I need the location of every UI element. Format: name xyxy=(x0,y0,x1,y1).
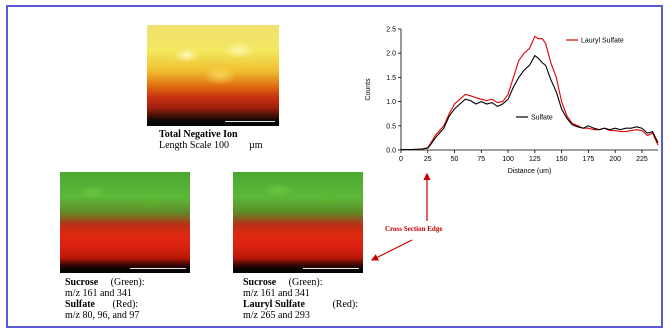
right-line4: m/z 265 and 293 xyxy=(243,310,310,321)
x-axis-label: Distance (um) xyxy=(508,168,552,175)
x-tick-label: 175 xyxy=(583,156,595,163)
x-tick-label: 200 xyxy=(609,156,621,163)
top-image-caption: Total Negative Ion Length Scale 100 µm xyxy=(159,129,263,151)
right-line3-name: Lauryl Sulfate xyxy=(243,299,305,310)
x-tick-label: 25 xyxy=(424,156,432,163)
sucrose-lauryl-sulfate-image xyxy=(233,172,363,273)
right-image-caption: Sucrose (Green): m/z 161 and 341 Lauryl … xyxy=(243,277,358,321)
chart-series xyxy=(401,35,659,151)
caption-title: Total Negative Ion xyxy=(159,129,238,140)
right-line3-color: (Red): xyxy=(332,299,358,310)
y-axis-label: Counts xyxy=(365,78,372,101)
left-line3-name: Sulfate xyxy=(65,299,95,310)
right-line1-color: (Green): xyxy=(288,277,323,288)
left-line1-name: Sucrose xyxy=(65,277,99,288)
left-line4: m/z 80, 96, and 97 xyxy=(65,310,140,321)
y-tick-label: 0.5 xyxy=(386,123,396,130)
x-tick-label: 50 xyxy=(451,156,459,163)
left-line1-color: (Green): xyxy=(110,277,145,288)
sucrose-sulfate-image xyxy=(60,172,190,273)
y-tick-label: 1.5 xyxy=(386,75,396,82)
y-tick-label: 1.0 xyxy=(386,99,396,106)
y-tick-label: 2.0 xyxy=(386,51,396,58)
x-tick-label: 100 xyxy=(502,156,514,163)
x-tick-label: 0 xyxy=(399,156,403,163)
left-image-caption: Sucrose (Green): m/z 161 and 341 Sulfate… xyxy=(65,277,145,321)
left-line3-color: (Red): xyxy=(112,299,139,310)
series-line-sulfate xyxy=(401,54,659,151)
slide-frame xyxy=(6,5,663,328)
total-negative-ion-image xyxy=(147,25,279,126)
chart-axes: 0.0 0.5 1.0 1.5 2.0 2.5 0 25 50 75 100 125 150 175 200… xyxy=(365,27,658,175)
line-chart: 0.0 0.5 1.0 1.5 2.0 2.5 0 25 50 75 100 125 150 175 200… xyxy=(365,27,659,175)
x-tick-label: 125 xyxy=(529,156,541,163)
scale-bar xyxy=(130,268,186,269)
x-tick-label: 150 xyxy=(556,156,568,163)
y-tick-label: 2.5 xyxy=(386,27,396,34)
y-tick-label: 0.0 xyxy=(386,148,396,155)
legend-label-lauryl-sulfate: Lauryl Sulfate xyxy=(581,38,624,45)
series-line-lauryl-sulfate xyxy=(401,35,659,151)
scale-bar xyxy=(225,121,275,122)
x-tick-label: 225 xyxy=(636,156,648,163)
scale-bar xyxy=(303,268,359,269)
legend-label-sulfate: Sulfate xyxy=(531,115,553,122)
caption-scale-unit: µm xyxy=(248,140,263,151)
right-line2: m/z 161 and 341 xyxy=(243,288,310,299)
cross-section-edge-label: Cross Section Edge xyxy=(385,225,443,233)
right-line1-name: Sucrose xyxy=(243,277,277,288)
x-tick-label: 75 xyxy=(477,156,485,163)
caption-scale: Length Scale 100 xyxy=(159,140,229,151)
left-line2: m/z 161 and 341 xyxy=(65,288,132,299)
chart-legend: Lauryl Sulfate Sulfate xyxy=(516,38,624,122)
